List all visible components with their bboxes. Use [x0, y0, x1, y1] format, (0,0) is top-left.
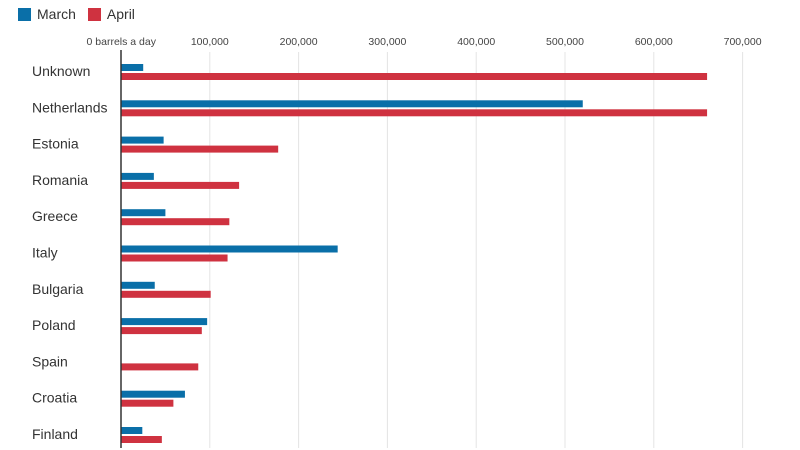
- legend: March April: [18, 4, 147, 24]
- bar-april-unknown: [121, 73, 708, 80]
- legend-swatch-march: [18, 7, 31, 21]
- bar-march-unknown: [121, 64, 144, 71]
- legend-label-april: April: [106, 6, 135, 22]
- x-tick-label-1: 100,000: [191, 36, 229, 48]
- x-tick-label-3: 300,000: [368, 36, 406, 48]
- category-label-bulgaria: Bulgaria: [32, 281, 84, 297]
- bar-march-greece: [121, 209, 166, 217]
- bar-april-netherlands: [121, 109, 708, 117]
- x-tick-label-4: 400,000: [457, 36, 495, 48]
- category-label-estonia: Estonia: [32, 136, 79, 152]
- legend-swatch-april: [87, 7, 101, 21]
- category-label-greece: Greece: [32, 208, 78, 224]
- category-label-poland: Poland: [32, 317, 76, 333]
- bar-april-finland: [121, 436, 162, 443]
- bar-april-croatia: [121, 399, 174, 407]
- bar-march-croatia: [121, 390, 185, 398]
- bar-april-romania: [121, 181, 240, 189]
- bar-april-italy: [121, 254, 228, 262]
- legend-item-march: March: [18, 6, 76, 22]
- bar-march-poland: [121, 318, 208, 326]
- category-label-spain: Spain: [32, 353, 68, 369]
- bar-april-greece: [121, 218, 230, 226]
- bar-march-bulgaria: [121, 281, 155, 289]
- category-label-romania: Romania: [32, 172, 88, 188]
- bar-april-bulgaria: [121, 290, 211, 298]
- category-label-netherlands: Netherlands: [32, 99, 108, 115]
- bar-april-poland: [121, 327, 202, 335]
- x-tick-label-6: 600,000: [635, 36, 673, 48]
- category-label-finland: Finland: [32, 426, 78, 442]
- bar-march-italy: [121, 245, 338, 253]
- bar-march-netherlands: [121, 100, 583, 108]
- bar-march-finland: [121, 427, 143, 434]
- legend-label-march: March: [37, 6, 76, 22]
- bar-april-estonia: [121, 145, 279, 153]
- x-tick-label-7: 700,000: [724, 36, 762, 48]
- category-label-croatia: Croatia: [32, 390, 77, 406]
- bar-march-estonia: [121, 136, 164, 144]
- bar-april-spain: [121, 363, 199, 371]
- category-label-italy: Italy: [32, 245, 58, 261]
- category-label-unknown: Unknown: [32, 63, 90, 79]
- legend-item-april: April: [87, 6, 135, 22]
- x-tick-label-5: 500,000: [546, 36, 584, 48]
- bar-march-romania: [121, 172, 154, 180]
- x-tick-label-0: 0 barrels a day: [87, 36, 157, 48]
- x-tick-label-2: 200,000: [280, 36, 318, 48]
